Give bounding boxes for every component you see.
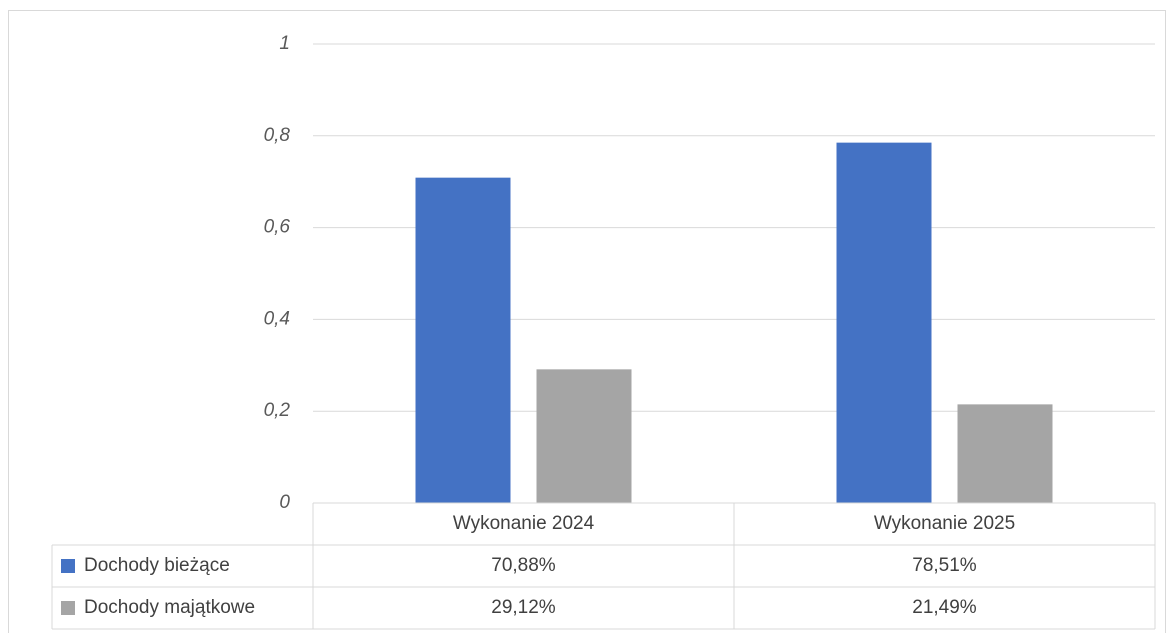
value-label: 70,88% — [491, 555, 556, 576]
value-label: 29,12% — [491, 597, 556, 618]
bar — [415, 177, 511, 503]
y-tick-label: 0,6 — [264, 217, 291, 238]
y-tick-label: 0,2 — [264, 400, 291, 421]
x-tick-label: Wykonanie 2025 — [874, 513, 1015, 534]
bar — [536, 369, 632, 503]
value-label: 78,51% — [912, 555, 977, 576]
y-tick-label: 0,8 — [264, 125, 291, 146]
chart-frame — [8, 10, 1166, 633]
x-tick-label: Wykonanie 2024 — [453, 513, 595, 534]
y-tick-label: 0,4 — [264, 308, 290, 329]
bar — [836, 142, 932, 503]
legend-key — [61, 559, 75, 573]
legend-label: Dochody bieżące — [84, 555, 230, 576]
value-label: 21,49% — [912, 597, 977, 618]
legend-key — [61, 601, 75, 615]
y-tick-label: 1 — [279, 33, 290, 54]
bar — [957, 404, 1053, 503]
legend-label: Dochody majątkowe — [84, 597, 255, 618]
y-tick-label: 0 — [279, 492, 290, 513]
